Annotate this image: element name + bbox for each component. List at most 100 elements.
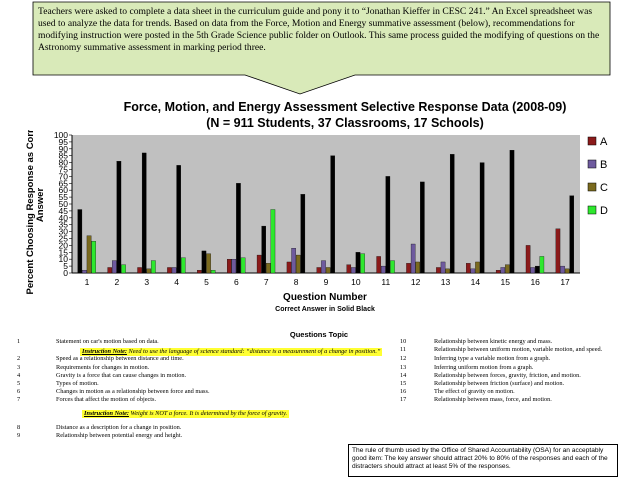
legend-label-C: C [600, 182, 608, 194]
bar-q14-D [479, 162, 485, 274]
y-tick-label: 100 [54, 130, 68, 140]
bar-q9-C [325, 267, 331, 274]
bar-q11-B [381, 265, 386, 274]
bar-q12-B [410, 243, 416, 274]
x-axis-title: Question Number [283, 292, 367, 303]
topic-number: 8 [17, 424, 21, 431]
bar-q13-C [445, 268, 450, 274]
topic-number: 17 [400, 396, 407, 403]
y-tick-label: 50 [59, 199, 69, 209]
bar-q4-C [176, 165, 181, 274]
callout-shape [32, 1, 611, 95]
questions-topic-title: Questions Topic [289, 330, 349, 339]
bar-q8-C [295, 254, 301, 274]
bar-q13-A [436, 267, 441, 274]
bar-q12-D [420, 181, 425, 274]
y-tick-label: 65 [59, 178, 69, 188]
bar-q6-B [231, 259, 237, 274]
bar-q5-C [206, 253, 211, 274]
x-tick-label: 15 [501, 277, 511, 287]
topic-text: Gravity is a force that can cause change… [56, 372, 187, 379]
bar-q2-B [112, 260, 117, 274]
bar-q17-B [560, 265, 565, 274]
topic-text: Changes in motion as a relationship betw… [56, 388, 210, 395]
bar-q11-C [385, 176, 391, 274]
y-tick-label: 0 [63, 268, 68, 278]
x-tick-label: 17 [560, 277, 570, 287]
topic-number: 10 [400, 338, 407, 345]
callout-box [32, 1, 611, 95]
bars [77, 150, 575, 274]
x-tick-label: 16 [530, 277, 540, 287]
bar-q7-A [256, 254, 262, 274]
bar-q3-C [146, 268, 152, 274]
bar-q2-A [107, 267, 112, 274]
osa-rule-box: The rule of thumb used by the Office of … [348, 444, 618, 477]
bar-q16-A [525, 245, 531, 274]
bar-chart: 0510152025303540455055606570758085909510… [25, 130, 608, 313]
topic-text: The effect of gravity on motion. [434, 388, 515, 395]
bar-q17-C [564, 268, 570, 274]
bar-q5-B [201, 250, 207, 274]
y-tick-label: 15 [59, 247, 69, 257]
y-tick-label: 40 [59, 213, 69, 223]
x-axis-note: Correct Answer in Solid Black [275, 306, 375, 313]
y-tick-label: 20 [59, 240, 69, 250]
bar-q10-A [346, 264, 352, 274]
topic-number: 15 [400, 380, 407, 387]
bar-q15-C [505, 264, 510, 274]
topic-text: Distance as a description for a change i… [56, 424, 182, 431]
x-tick-label: 4 [174, 277, 179, 287]
bar-q2-C [116, 161, 122, 274]
chart-title: Force, Motion, and Energy Assessment Sel… [123, 100, 567, 114]
bar-q8-D [300, 194, 306, 274]
topic-text: Relationship between uniform motion, var… [434, 346, 603, 353]
legend-swatch-D [587, 205, 597, 215]
x-axis: 1 2 3 4 5 6 7 8 9 10 11 12 13 14 15 16 17 [85, 277, 570, 287]
x-tick-label: 12 [411, 277, 421, 287]
topic-text: Relationship between potential energy an… [56, 432, 183, 439]
bar-q16-B [530, 267, 535, 274]
y-tick-label: 45 [59, 206, 69, 216]
y-tick-label: 10 [59, 254, 69, 264]
bar-q11-D [390, 260, 395, 274]
bar-q8-B [291, 248, 296, 274]
topic-text: Relationship between friction (surface) … [434, 380, 565, 387]
bar-q1-C [86, 235, 92, 274]
instruction-note-1-text: Need to use the language of science stan… [128, 348, 381, 355]
topic-text: Relationship between kinetic energy and … [434, 338, 553, 345]
legend-label-A: A [600, 136, 608, 148]
bar-q10-B [351, 267, 356, 274]
bar-q1-A [77, 209, 83, 274]
bar-q14-B [470, 268, 476, 274]
bar-q17-A [555, 228, 561, 274]
y-tick-label: 75 [59, 165, 69, 175]
y-tick-label: 25 [59, 234, 69, 244]
y-tick-label: 90 [59, 144, 69, 154]
topic-text: Relationship between mass, force, and mo… [434, 396, 552, 403]
bar-q16-C [535, 265, 540, 274]
bar-q3-A [137, 267, 142, 274]
bar-q5-D [210, 270, 216, 274]
bar-q3-D [151, 260, 156, 274]
bar-q15-B [500, 267, 506, 274]
bar-q6-C [236, 183, 241, 274]
topic-text: Relationship between forces, gravity, fr… [434, 372, 581, 379]
bar-q13-B [440, 261, 446, 274]
bar-q7-C [266, 263, 271, 274]
bar-q3-B [141, 152, 147, 274]
bar-q4-B [171, 267, 177, 274]
bar-q7-B [261, 225, 266, 274]
y-tick-label: 5 [63, 261, 68, 271]
y-axis-title-line-2: Answer [35, 188, 46, 223]
topic-number: 12 [400, 355, 407, 362]
bar-q17-D [569, 195, 575, 274]
topic-number: 1 [17, 338, 21, 345]
y-tick-label: 85 [59, 151, 69, 161]
topic-text: Statement on car's motion based on data. [56, 338, 159, 345]
x-tick-label: 7 [264, 277, 269, 287]
topic-number: 13 [400, 364, 407, 371]
bar-q1-D [91, 241, 96, 274]
y-tick-label: 95 [59, 137, 69, 147]
